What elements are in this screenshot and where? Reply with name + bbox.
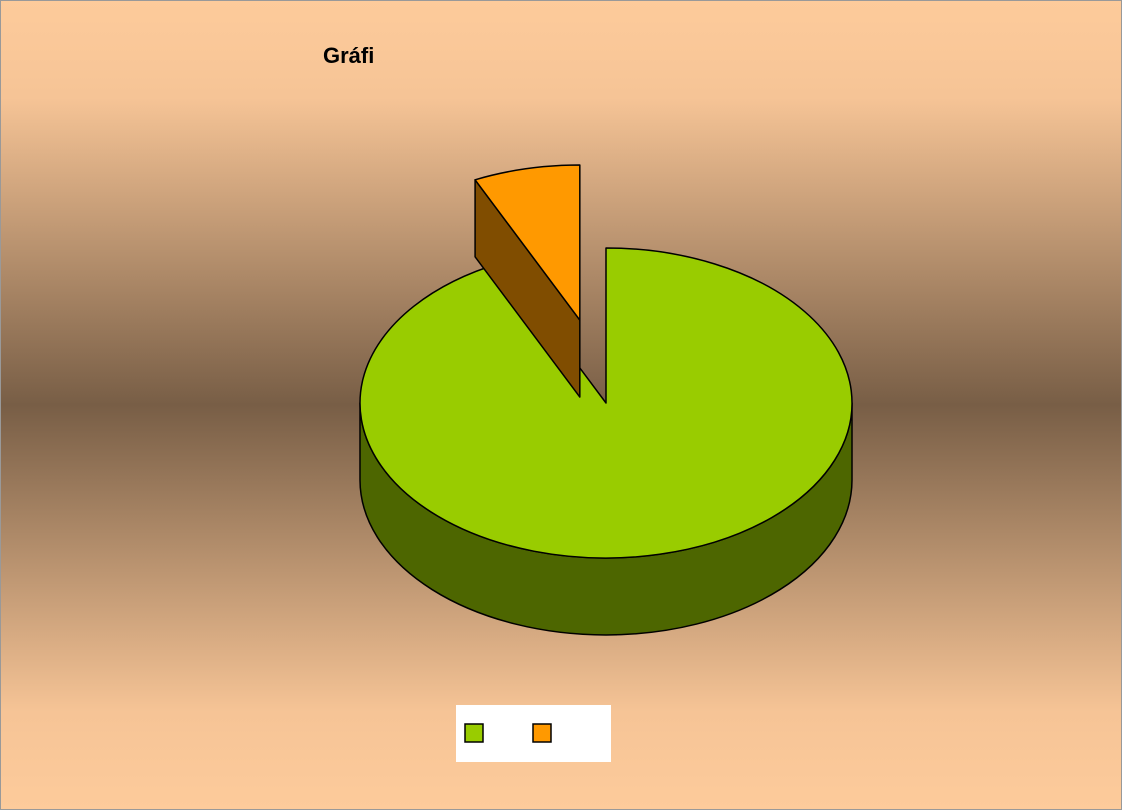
- slice: [359, 247, 853, 559]
- legend-swatch: [464, 723, 484, 743]
- chart-title: Gráfi: [323, 43, 374, 68]
- slice: [474, 164, 581, 321]
- legend-swatch: [532, 723, 552, 743]
